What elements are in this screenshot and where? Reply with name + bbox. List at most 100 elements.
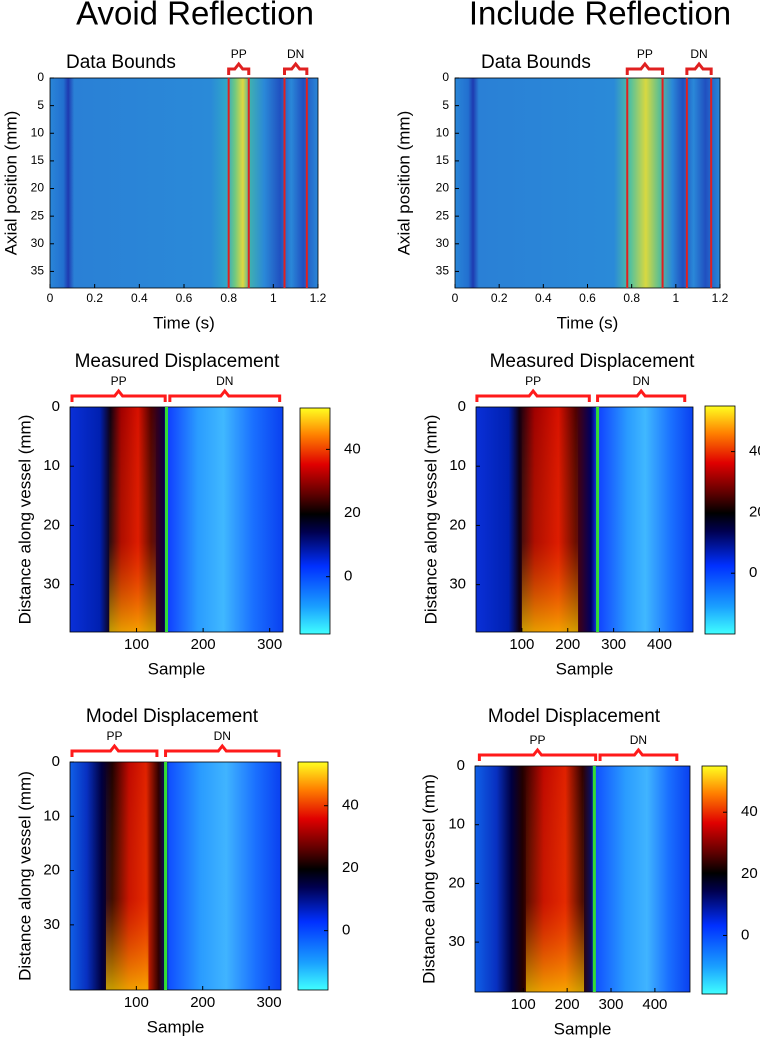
x-tick-label: 0.6 <box>579 291 596 305</box>
colorbar-tick-label: 40 <box>344 440 361 457</box>
y-tick-label: 35 <box>31 264 45 278</box>
colorbar <box>297 761 329 991</box>
y-tick-label: 10 <box>449 457 466 474</box>
region-label: DN <box>216 374 233 388</box>
y-tick-label: 0 <box>37 70 44 84</box>
y-tick-label: 10 <box>43 807 60 824</box>
region-label: PP <box>637 47 653 61</box>
region-label: DN <box>287 47 304 61</box>
y-tick-label: 0 <box>442 70 449 84</box>
y-tick-label: 25 <box>31 208 45 222</box>
region-label: PP <box>111 374 127 388</box>
region-bracket <box>625 61 665 75</box>
x-tick-label: 400 <box>642 996 667 1013</box>
x-tick-label: 0.6 <box>176 291 193 305</box>
colorbar-tick-label: 40 <box>749 443 760 460</box>
x-tick-label: 0.8 <box>220 291 237 305</box>
y-tick-label: 30 <box>31 236 45 250</box>
x-axis-label: Sample <box>147 1017 205 1036</box>
y-tick-label: 30 <box>43 576 60 593</box>
y-tick-label: 0 <box>457 757 465 774</box>
y-tick-label: 30 <box>43 916 60 933</box>
colorbar <box>299 407 331 635</box>
y-axis-label: Distance along vessel (mm) <box>419 774 438 984</box>
region-bracket <box>477 747 598 761</box>
y-tick-label: 20 <box>436 181 450 195</box>
heatmap-image <box>50 78 318 288</box>
x-tick-label: 0 <box>47 291 54 305</box>
region-bracket <box>475 388 591 402</box>
panel-title: Model Displacement <box>488 706 661 727</box>
colorbar-tick-label: 40 <box>741 803 758 820</box>
y-axis-label: Distance along vessel (mm) <box>421 415 440 625</box>
y-axis-label: Axial position (mm) <box>1 111 20 256</box>
region-bracket <box>598 747 679 761</box>
heatmap-image <box>70 762 281 990</box>
column-title: Include Reflection <box>469 0 731 32</box>
x-axis-label: Sample <box>148 659 206 678</box>
y-axis-label: Distance along vessel (mm) <box>15 415 34 625</box>
region-bracket <box>685 61 713 75</box>
x-axis-label: Time (s) <box>557 313 619 332</box>
x-tick-label: 300 <box>257 994 282 1011</box>
plot-frame <box>475 406 694 633</box>
heatmap-image <box>476 407 693 632</box>
x-tick-label: 200 <box>191 636 216 653</box>
y-tick-label: 15 <box>31 153 45 167</box>
region-label: DN <box>690 47 707 61</box>
region-bracket <box>70 743 159 757</box>
colorbar <box>704 405 736 635</box>
y-axis-label: Distance along vessel (mm) <box>15 771 34 981</box>
colorbar-tick-label: 0 <box>749 564 757 581</box>
y-tick-label: 10 <box>43 457 60 474</box>
y-tick-label: 20 <box>448 874 465 891</box>
region-label: DN <box>632 374 649 388</box>
x-axis-label: Sample <box>554 1019 612 1038</box>
x-tick-label: 0.2 <box>86 291 103 305</box>
x-tick-label: 0.2 <box>491 291 508 305</box>
x-tick-label: 0.8 <box>623 291 640 305</box>
panel-title: Model Displacement <box>86 706 259 727</box>
y-tick-label: 35 <box>436 264 450 278</box>
x-tick-label: 200 <box>555 636 580 653</box>
y-tick-label: 0 <box>52 398 60 415</box>
x-tick-label: 300 <box>599 996 624 1013</box>
colorbar-tick-label: 20 <box>344 504 361 521</box>
colorbar-tick-label: 0 <box>741 926 749 943</box>
y-tick-label: 15 <box>436 153 450 167</box>
y-tick-label: 5 <box>442 98 449 112</box>
x-tick-label: 0.4 <box>535 291 552 305</box>
x-axis-label: Sample <box>556 659 614 678</box>
panel-title: Data Bounds <box>481 52 591 73</box>
region-bracket <box>227 61 251 75</box>
region-label: DN <box>630 733 647 747</box>
panel-title: Measured Displacement <box>490 351 696 372</box>
region-bracket <box>164 743 281 757</box>
y-tick-label: 30 <box>448 933 465 950</box>
x-tick-label: 100 <box>509 636 534 653</box>
y-tick-label: 10 <box>448 816 465 833</box>
y-tick-label: 30 <box>449 576 466 593</box>
heatmap-image <box>70 407 283 632</box>
x-tick-label: 100 <box>124 994 149 1011</box>
region-label: PP <box>530 733 546 747</box>
y-tick-label: 10 <box>436 125 450 139</box>
x-tick-label: 1.2 <box>712 291 729 305</box>
plot-frame <box>69 406 284 633</box>
region-bracket <box>70 388 167 402</box>
colorbar-tick-label: 20 <box>749 503 760 520</box>
y-tick-label: 20 <box>43 862 60 879</box>
plot-frame <box>474 765 691 993</box>
panel-title: Measured Displacement <box>75 351 281 372</box>
x-tick-label: 200 <box>190 994 215 1011</box>
region-bracket <box>596 388 687 402</box>
colorbar-tick-label: 0 <box>342 922 350 939</box>
colorbar-tick-label: 0 <box>344 568 352 585</box>
heatmap-image <box>455 78 720 288</box>
y-tick-label: 20 <box>43 516 60 533</box>
colorbar-tick-label: 20 <box>342 859 359 876</box>
x-tick-label: 200 <box>555 996 580 1013</box>
heatmap-glow <box>525 766 585 992</box>
y-tick-label: 25 <box>436 208 450 222</box>
